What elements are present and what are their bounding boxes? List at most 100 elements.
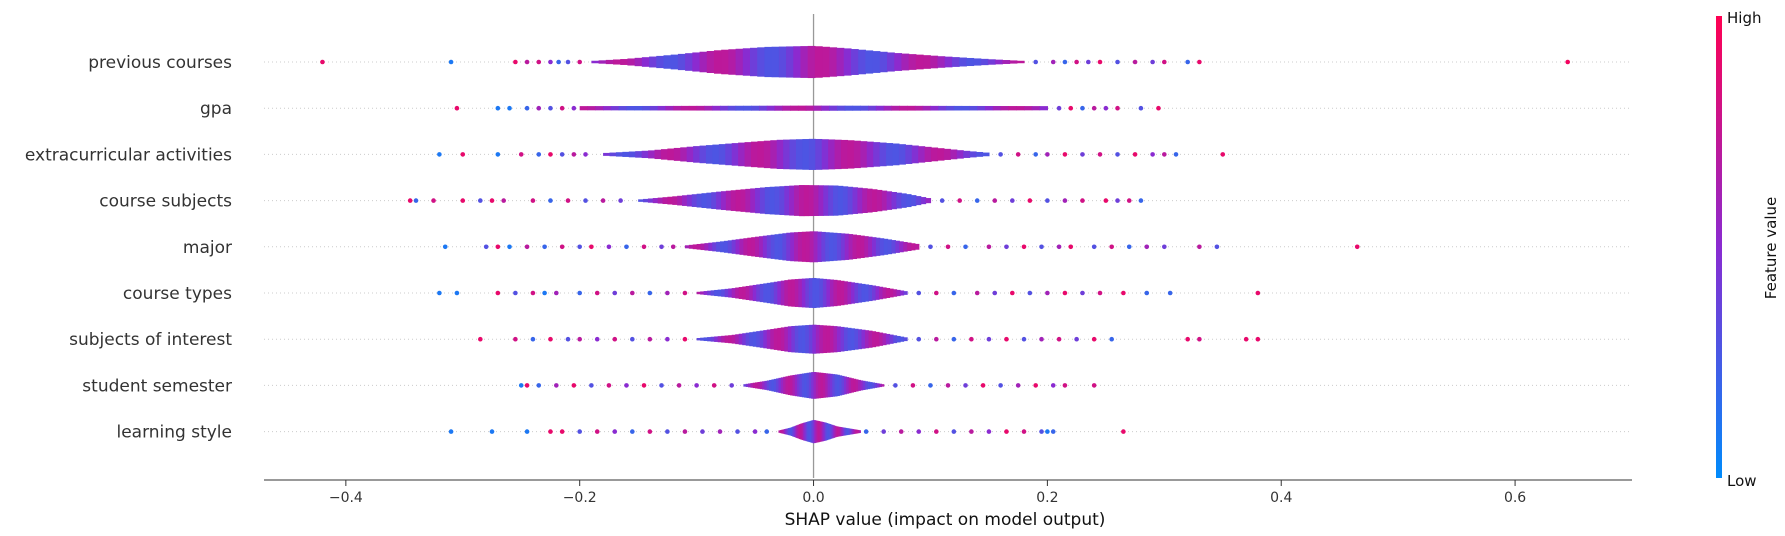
shap-point xyxy=(1354,244,1360,250)
violin-slice xyxy=(839,427,842,437)
shap-point xyxy=(1162,152,1167,157)
shap-point xyxy=(717,429,723,434)
violin-slice xyxy=(686,146,694,163)
violin-slice xyxy=(789,427,792,436)
violin-slice xyxy=(833,232,838,261)
shap-point xyxy=(524,429,530,434)
shap-point xyxy=(536,59,542,65)
shap-point xyxy=(524,105,530,111)
violin-slice xyxy=(800,423,803,440)
violin-slice xyxy=(938,105,947,111)
violin-slice xyxy=(755,236,760,257)
violin-slice xyxy=(828,423,831,440)
shap-point xyxy=(1115,59,1120,65)
violin-slice xyxy=(840,280,845,306)
violin-slice xyxy=(769,186,776,215)
colorbar-high-label: High xyxy=(1727,9,1761,27)
shap-point xyxy=(448,429,454,434)
violin-slice xyxy=(770,140,778,169)
violin-slice xyxy=(857,283,863,303)
violin-slice xyxy=(886,333,891,345)
violin-slice xyxy=(876,189,883,212)
violin-slice xyxy=(818,372,822,399)
violin-slice xyxy=(818,421,820,443)
violin-slice xyxy=(742,286,747,300)
violin-slice xyxy=(867,381,871,390)
violin-slice xyxy=(759,381,763,390)
shap-point xyxy=(945,244,951,250)
violin-slice xyxy=(910,243,916,251)
violin-slice xyxy=(794,374,798,397)
shap-point xyxy=(1197,336,1202,342)
shap-point xyxy=(1021,429,1027,434)
shap-point xyxy=(1050,383,1056,388)
shap-point xyxy=(986,336,992,342)
violin-slice xyxy=(626,106,635,111)
shap-point xyxy=(442,244,448,250)
shap-point xyxy=(577,244,582,250)
violin-slice xyxy=(872,51,881,73)
x-tick-label: 0.6 xyxy=(1504,490,1526,506)
violin-slice xyxy=(924,146,932,162)
shap-point xyxy=(571,383,577,388)
shap-point xyxy=(1214,244,1220,250)
violin-slice xyxy=(843,427,846,436)
violin-slice xyxy=(673,147,681,161)
shap-point xyxy=(1132,59,1138,65)
shap-point xyxy=(513,59,518,65)
violin-slice xyxy=(708,242,713,251)
shap-point xyxy=(501,198,506,203)
violin-slice xyxy=(657,105,667,111)
violin-slice xyxy=(598,60,607,64)
violin-slice xyxy=(797,231,803,262)
violin-slice xyxy=(872,237,877,257)
x-tick-label: 0.0 xyxy=(802,490,824,506)
violin-slice xyxy=(796,139,804,170)
violin-slice xyxy=(867,188,873,213)
shap-point xyxy=(548,429,553,434)
violin-slice xyxy=(901,53,910,71)
violin-slice xyxy=(713,50,722,74)
violin-slice xyxy=(1002,60,1011,64)
violin-slice xyxy=(735,105,744,111)
violin-slice xyxy=(747,237,752,256)
violin-slice xyxy=(918,146,926,163)
violin-slice xyxy=(792,426,795,437)
shap-point xyxy=(524,59,530,65)
feature-label: gpa xyxy=(200,99,232,119)
violin-slice xyxy=(852,429,855,435)
violin-slice xyxy=(673,105,682,111)
violin-slice xyxy=(786,232,791,261)
violin-slice xyxy=(798,424,801,440)
violin-slice xyxy=(1008,106,1017,111)
violin-slice xyxy=(944,56,953,68)
violin-slice xyxy=(865,50,874,74)
violin-slice xyxy=(720,241,725,253)
x-tick-label: 0.4 xyxy=(1270,490,1292,506)
violin-slice xyxy=(914,105,924,111)
violin-slice xyxy=(785,376,789,395)
violin-slice xyxy=(696,193,703,208)
violin-8 xyxy=(778,419,861,444)
violin-slice xyxy=(808,278,813,308)
violin-slice xyxy=(643,198,649,203)
violin-slice xyxy=(757,47,766,77)
violin-slice xyxy=(794,425,797,438)
violin-slice xyxy=(821,139,829,170)
violin-slice xyxy=(811,372,815,399)
shap-point xyxy=(1173,152,1179,157)
violin-slice xyxy=(731,143,739,166)
violin-slice xyxy=(770,282,775,304)
shap-point xyxy=(495,105,501,111)
shap-point xyxy=(963,244,968,250)
violin-slice xyxy=(763,283,768,303)
shap-point xyxy=(957,198,962,203)
violin-slice xyxy=(769,379,773,391)
violin-slice xyxy=(755,382,759,389)
violin-slice xyxy=(801,231,807,262)
violin-slice xyxy=(805,278,810,308)
violin-slice xyxy=(829,373,833,397)
violin-slice xyxy=(773,281,778,305)
violin-slice xyxy=(762,235,768,258)
violin-slice xyxy=(688,105,698,111)
